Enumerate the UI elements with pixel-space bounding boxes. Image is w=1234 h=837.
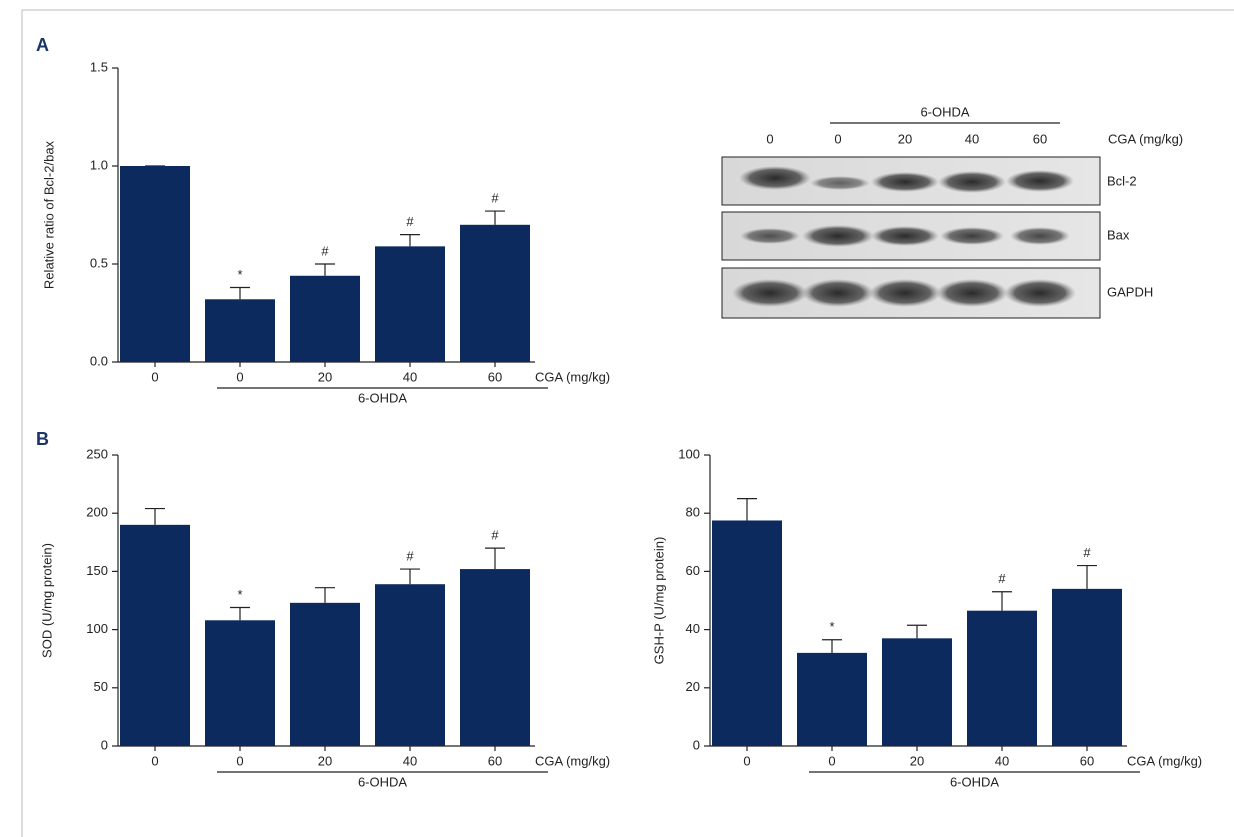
x-tick-label: 20	[910, 753, 924, 768]
y-axis-title: SOD (U/mg protein)	[39, 543, 54, 658]
y-tick-label: 0.0	[90, 353, 108, 368]
blot-lane-label: 0	[834, 131, 841, 146]
bar	[375, 246, 445, 362]
y-tick-label: 1.0	[90, 157, 108, 172]
y-tick-label: 0.5	[90, 255, 108, 270]
significance-mark: #	[491, 191, 499, 206]
significance-mark: *	[237, 267, 242, 282]
significance-mark: *	[237, 587, 242, 602]
x-tick-label: 0	[151, 753, 158, 768]
bar	[120, 166, 190, 362]
x-tick-label: 40	[403, 369, 417, 384]
blot-lane-label: 60	[1033, 131, 1047, 146]
y-tick-label: 20	[686, 679, 700, 694]
bar	[460, 569, 530, 746]
y-tick-label: 150	[86, 563, 108, 578]
significance-mark: #	[406, 549, 414, 564]
bar	[290, 276, 360, 362]
bar	[375, 584, 445, 746]
bar	[967, 611, 1037, 746]
y-tick-label: 200	[86, 505, 108, 520]
significance-mark: #	[321, 243, 329, 258]
blot-lane-label: 0	[766, 131, 773, 146]
significance-mark: #	[406, 214, 414, 229]
y-axis-title: GSH-P (U/mg protein)	[651, 537, 666, 665]
x-axis-title: CGA (mg/kg)	[1127, 753, 1202, 768]
y-tick-label: 60	[686, 563, 700, 578]
y-tick-label: 80	[686, 505, 700, 520]
x-tick-label: 60	[488, 753, 502, 768]
significance-mark: #	[998, 571, 1006, 586]
blot-row-label: Bax	[1107, 227, 1130, 242]
x-tick-label: 60	[488, 369, 502, 384]
bar	[882, 638, 952, 746]
blot-lane-axis-label: CGA (mg/kg)	[1108, 131, 1183, 146]
significance-mark: *	[829, 619, 834, 634]
x-tick-label: 40	[995, 753, 1009, 768]
panel-label: A	[36, 35, 49, 55]
bar	[290, 603, 360, 746]
x-tick-label: 0	[743, 753, 750, 768]
x-axis-title: CGA (mg/kg)	[535, 753, 610, 768]
panel-label: B	[36, 429, 49, 449]
bar	[120, 525, 190, 746]
blot-lane-label: 40	[965, 131, 979, 146]
significance-mark: #	[491, 528, 499, 543]
bar	[460, 225, 530, 362]
x-tick-label: 20	[318, 753, 332, 768]
x-tick-label: 0	[828, 753, 835, 768]
western-blot: 6-OHDA 0 0 20 40 60 CGA (mg/kg) Bcl-2 Ba…	[722, 104, 1183, 318]
x-tick-label: 0	[236, 753, 243, 768]
blot-row-label: Bcl-2	[1107, 173, 1137, 188]
y-axis-title: Relative ratio of Bcl-2/bax	[41, 140, 56, 289]
blot-lane-label: 20	[898, 131, 912, 146]
blot-bands	[732, 166, 1076, 307]
x-tick-label: 40	[403, 753, 417, 768]
y-tick-label: 100	[678, 446, 700, 461]
figure: A B 6-OHDA 0 0 20 40 60 CGA (mg/kg) Bcl-…	[0, 0, 1234, 837]
group-label: 6-OHDA	[950, 774, 999, 789]
blot-group-label: 6-OHDA	[920, 104, 969, 119]
y-tick-label: 250	[86, 446, 108, 461]
group-label: 6-OHDA	[358, 390, 407, 405]
x-tick-label: 0	[236, 369, 243, 384]
x-tick-label: 60	[1080, 753, 1094, 768]
significance-mark: #	[1083, 545, 1091, 560]
bar	[205, 299, 275, 362]
group-label: 6-OHDA	[358, 774, 407, 789]
y-tick-label: 50	[94, 679, 108, 694]
y-tick-label: 0	[101, 737, 108, 752]
bar	[205, 620, 275, 746]
x-tick-label: 0	[151, 369, 158, 384]
y-tick-label: 1.5	[90, 59, 108, 74]
y-tick-label: 0	[693, 737, 700, 752]
bar	[712, 520, 782, 746]
bar	[797, 653, 867, 746]
blot-row-label: GAPDH	[1107, 284, 1153, 299]
y-tick-label: 100	[86, 621, 108, 636]
y-tick-label: 40	[686, 621, 700, 636]
x-tick-label: 20	[318, 369, 332, 384]
x-axis-title: CGA (mg/kg)	[535, 369, 610, 384]
bar	[1052, 589, 1122, 746]
